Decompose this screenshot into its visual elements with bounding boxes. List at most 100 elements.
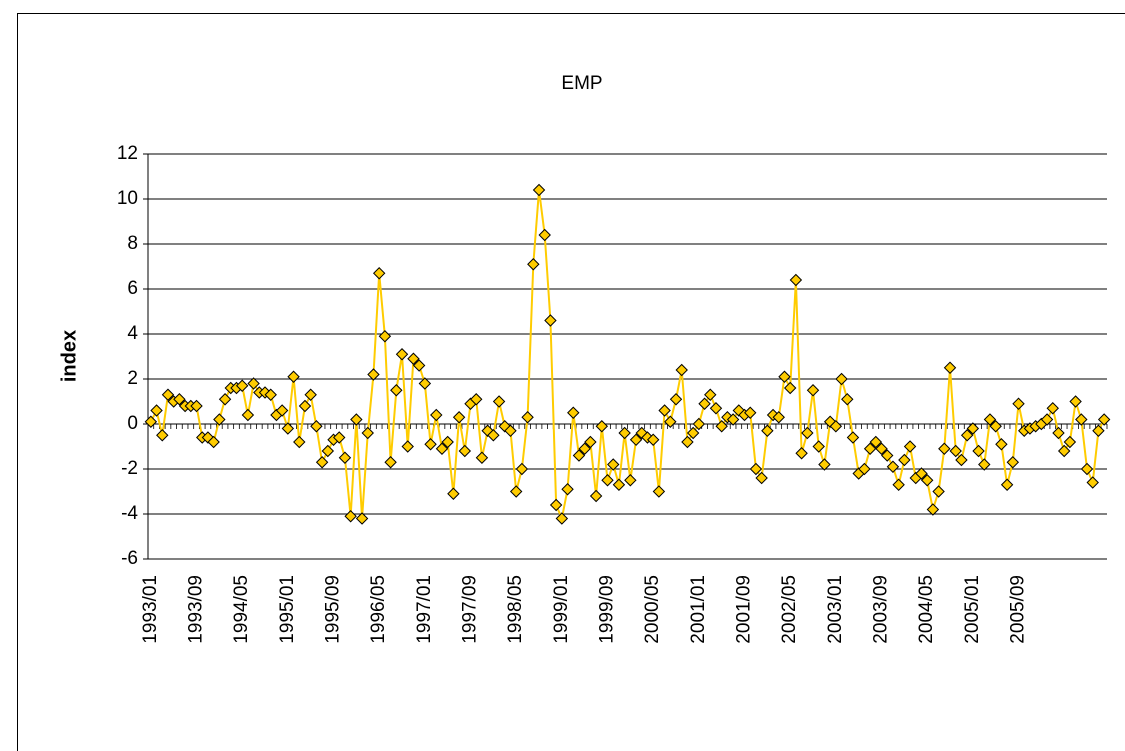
x-tick-label: 2003/09 xyxy=(871,575,892,644)
data-point xyxy=(1063,435,1077,449)
data-point xyxy=(304,388,317,401)
data-point xyxy=(487,429,500,442)
data-point xyxy=(772,411,785,424)
y-tick-label: -4 xyxy=(121,503,138,524)
data-point xyxy=(972,444,985,458)
data-point xyxy=(532,183,546,197)
x-tick-label: 1993/09 xyxy=(186,575,207,644)
data-point xyxy=(213,413,226,426)
data-point xyxy=(435,442,449,455)
data-point xyxy=(207,435,220,449)
data-point xyxy=(144,415,158,428)
data-point xyxy=(458,444,472,458)
data-point xyxy=(898,453,911,467)
data-point xyxy=(561,483,574,496)
data-point xyxy=(709,402,723,415)
x-tick-label: 1999/01 xyxy=(551,575,572,644)
chart-title: EMP xyxy=(561,73,602,94)
data-point xyxy=(372,267,386,280)
data-point xyxy=(344,510,357,523)
data-point xyxy=(275,404,289,417)
data-point xyxy=(601,474,614,487)
data-point xyxy=(584,435,597,449)
data-point xyxy=(1052,426,1065,440)
data-point xyxy=(338,451,352,464)
data-point xyxy=(858,462,871,476)
data-point xyxy=(704,388,717,401)
data-point xyxy=(367,368,380,381)
y-tick-label: 6 xyxy=(127,278,138,299)
data-point xyxy=(692,417,706,431)
data-point xyxy=(441,435,454,449)
data-point xyxy=(978,458,991,471)
data-point xyxy=(658,404,671,417)
data-point xyxy=(686,426,700,440)
x-tick-label: 1994/05 xyxy=(231,575,252,644)
data-point xyxy=(806,384,820,397)
data-point xyxy=(955,453,968,467)
data-point xyxy=(612,478,626,491)
data-point xyxy=(1086,476,1099,489)
data-point xyxy=(589,489,603,503)
y-tick-label: 4 xyxy=(127,323,138,344)
data-point xyxy=(835,372,848,386)
data-point xyxy=(498,420,511,433)
data-point xyxy=(218,393,232,406)
data-point xyxy=(515,462,529,476)
data-point xyxy=(390,384,403,397)
data-point xyxy=(527,258,540,271)
data-point xyxy=(350,413,363,426)
x-tick-label: 2005/01 xyxy=(962,575,983,644)
data-point xyxy=(886,460,900,473)
data-point xyxy=(1012,397,1025,410)
data-point xyxy=(949,444,962,458)
data-point xyxy=(618,426,631,440)
data-point xyxy=(932,485,945,498)
data-point xyxy=(401,440,414,453)
data-point xyxy=(1080,462,1094,476)
data-point xyxy=(607,458,620,471)
data-point xyxy=(264,388,277,401)
data-point xyxy=(595,420,609,433)
x-tick-label: 2005/09 xyxy=(1008,575,1029,644)
data-point xyxy=(481,424,494,437)
data-point xyxy=(789,273,803,287)
x-tick-label: 1997/01 xyxy=(414,575,435,644)
data-point xyxy=(407,352,420,365)
data-point xyxy=(293,435,306,449)
x-tick-label: 1999/09 xyxy=(597,575,618,644)
data-point xyxy=(321,444,335,458)
data-point xyxy=(926,503,940,516)
data-point xyxy=(675,363,688,377)
data-point xyxy=(281,422,295,435)
data-point xyxy=(298,399,312,413)
x-tick-label: 1995/09 xyxy=(323,575,344,644)
data-point xyxy=(475,451,489,464)
data-point xyxy=(412,359,426,372)
data-point xyxy=(235,379,249,392)
data-point xyxy=(995,438,1008,451)
y-tick-label: 2 xyxy=(127,368,138,389)
data-point xyxy=(310,420,323,433)
data-point xyxy=(646,433,660,446)
data-point xyxy=(875,442,888,455)
data-point xyxy=(624,474,637,487)
data-point xyxy=(549,498,563,512)
data-point xyxy=(744,406,757,419)
data-point xyxy=(150,404,163,417)
y-tick-label: 12 xyxy=(117,143,138,164)
data-point xyxy=(378,330,392,343)
data-point xyxy=(572,449,586,462)
x-tick-label: 2001/09 xyxy=(734,575,755,644)
data-point xyxy=(544,314,557,327)
x-tick-label: 2001/01 xyxy=(688,575,709,644)
data-point xyxy=(538,228,551,242)
data-point xyxy=(920,474,934,487)
data-point xyxy=(841,393,854,406)
data-point xyxy=(829,420,843,433)
x-tick-label: 1996/05 xyxy=(368,575,389,644)
data-point xyxy=(492,395,506,408)
data-point xyxy=(1040,413,1054,426)
data-point xyxy=(698,397,711,410)
